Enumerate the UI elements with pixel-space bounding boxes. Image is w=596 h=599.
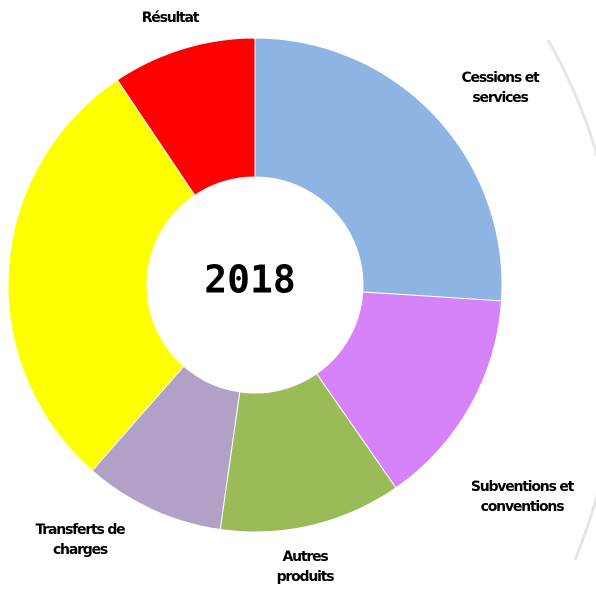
donut-segment xyxy=(219,373,397,533)
segment-label: Transferts de charges xyxy=(35,522,126,558)
segment-label: Autres produits xyxy=(276,549,335,585)
background-arc xyxy=(546,39,596,561)
donut-segment xyxy=(254,37,503,302)
segment-label: Subventions et conventions xyxy=(470,479,575,515)
donut-segment xyxy=(7,79,196,472)
center-label: 2018 xyxy=(204,258,296,302)
donut-segment xyxy=(116,37,256,197)
segment-label: Résultat xyxy=(141,10,200,26)
segment-label: Cessions et services xyxy=(461,70,539,106)
donut-segment xyxy=(315,291,503,489)
